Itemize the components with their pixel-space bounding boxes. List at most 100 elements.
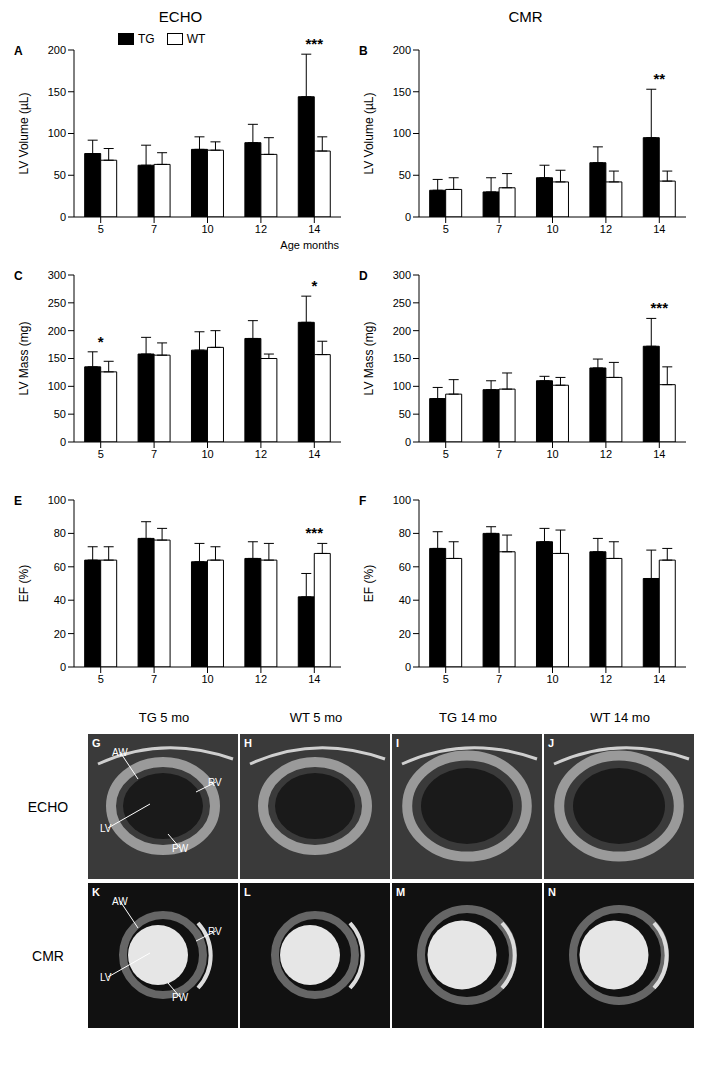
svg-text:20: 20 <box>399 628 411 640</box>
svg-text:0: 0 <box>60 436 66 448</box>
svg-text:200: 200 <box>393 325 411 337</box>
html-text:TG 5 mo: TG 5 mo <box>138 710 190 725</box>
svg-text:***: *** <box>651 299 669 316</box>
svg-text:0: 0 <box>60 661 66 673</box>
svg-text:200: 200 <box>48 325 66 337</box>
svg-text:12: 12 <box>600 673 612 685</box>
svg-text:50: 50 <box>399 169 411 181</box>
svg-text:12: 12 <box>600 223 612 235</box>
svg-text:5: 5 <box>98 448 104 460</box>
svg-text:14: 14 <box>308 223 320 235</box>
svg-text:100: 100 <box>393 127 411 139</box>
svg-text:10: 10 <box>546 223 558 235</box>
svg-text:7: 7 <box>151 673 157 685</box>
svg-text:LV: LV <box>100 823 112 834</box>
svg-text:LV Mass (mg): LV Mass (mg) <box>17 322 31 396</box>
svg-text:5: 5 <box>443 673 449 685</box>
svg-text:10: 10 <box>201 448 213 460</box>
svg-text:LV Mass (mg): LV Mass (mg) <box>362 322 376 396</box>
svg-text:0: 0 <box>60 211 66 223</box>
html-text:CMR: CMR <box>508 8 543 25</box>
svg-text:12: 12 <box>600 448 612 460</box>
svg-text:*: * <box>311 277 317 294</box>
svg-text:M: M <box>396 886 405 898</box>
svg-text:100: 100 <box>48 380 66 392</box>
svg-text:I: I <box>396 737 399 749</box>
svg-text:Age months: Age months <box>280 239 339 251</box>
svg-text:LV: LV <box>100 972 112 983</box>
svg-text:0: 0 <box>405 211 411 223</box>
svg-text:150: 150 <box>48 352 66 364</box>
svg-text:LV Volume (µL): LV Volume (µL) <box>17 92 31 174</box>
svg-text:12: 12 <box>255 448 267 460</box>
svg-text:250: 250 <box>48 297 66 309</box>
svg-text:10: 10 <box>201 223 213 235</box>
svg-text:14: 14 <box>653 673 665 685</box>
svg-text:EF (%): EF (%) <box>17 565 31 602</box>
svg-text:L: L <box>244 886 251 898</box>
svg-text:J: J <box>548 737 554 749</box>
svg-text:N: N <box>548 886 556 898</box>
svg-text:7: 7 <box>151 223 157 235</box>
svg-text:PW: PW <box>172 992 189 1003</box>
html-text:ECHO: ECHO <box>27 798 69 815</box>
svg-text:14: 14 <box>308 448 320 460</box>
svg-text:12: 12 <box>255 673 267 685</box>
svg-text:AW: AW <box>112 896 128 907</box>
svg-text:80: 80 <box>54 527 66 539</box>
html-text:CMR: CMR <box>32 947 64 964</box>
svg-text:200: 200 <box>393 44 411 56</box>
svg-text:RV: RV <box>208 926 222 937</box>
svg-text:100: 100 <box>48 127 66 139</box>
svg-text:150: 150 <box>393 86 411 98</box>
svg-text:***: *** <box>306 524 324 541</box>
svg-text:EF (%): EF (%) <box>362 565 376 602</box>
svg-text:60: 60 <box>399 561 411 573</box>
svg-text:20: 20 <box>54 628 66 640</box>
svg-text:5: 5 <box>98 223 104 235</box>
svg-text:**: ** <box>653 70 665 87</box>
svg-text:AW: AW <box>112 747 128 758</box>
svg-text:250: 250 <box>393 297 411 309</box>
svg-text:60: 60 <box>54 561 66 573</box>
svg-text:PW: PW <box>172 843 189 854</box>
svg-text:7: 7 <box>151 448 157 460</box>
svg-text:7: 7 <box>496 673 502 685</box>
svg-text:50: 50 <box>54 408 66 420</box>
svg-text:5: 5 <box>98 673 104 685</box>
svg-text:150: 150 <box>48 86 66 98</box>
svg-text:14: 14 <box>653 448 665 460</box>
svg-text:RV: RV <box>208 777 222 788</box>
svg-text:100: 100 <box>48 494 66 506</box>
svg-text:LV Volume (µL): LV Volume (µL) <box>362 92 376 174</box>
svg-text:14: 14 <box>653 223 665 235</box>
svg-text:100: 100 <box>393 380 411 392</box>
svg-text:5: 5 <box>443 448 449 460</box>
svg-text:7: 7 <box>496 448 502 460</box>
svg-text:40: 40 <box>54 594 66 606</box>
svg-text:300: 300 <box>48 269 66 281</box>
svg-text:50: 50 <box>54 169 66 181</box>
html-text:ECHO: ECHO <box>158 8 203 25</box>
svg-text:50: 50 <box>399 408 411 420</box>
svg-text:100: 100 <box>393 494 411 506</box>
svg-text:H: H <box>244 737 252 749</box>
svg-text:14: 14 <box>308 673 320 685</box>
svg-text:7: 7 <box>496 223 502 235</box>
svg-text:300: 300 <box>393 269 411 281</box>
svg-text:10: 10 <box>546 673 558 685</box>
svg-text:80: 80 <box>399 527 411 539</box>
svg-text:10: 10 <box>546 448 558 460</box>
svg-text:***: *** <box>306 35 324 52</box>
svg-text:0: 0 <box>405 436 411 448</box>
svg-text:200: 200 <box>48 44 66 56</box>
svg-text:G: G <box>92 737 101 749</box>
svg-text:12: 12 <box>255 223 267 235</box>
svg-text:K: K <box>92 886 100 898</box>
svg-text:5: 5 <box>443 223 449 235</box>
svg-text:*: * <box>98 333 104 350</box>
svg-text:40: 40 <box>399 594 411 606</box>
svg-text:0: 0 <box>405 661 411 673</box>
svg-text:150: 150 <box>393 352 411 364</box>
svg-text:10: 10 <box>201 673 213 685</box>
